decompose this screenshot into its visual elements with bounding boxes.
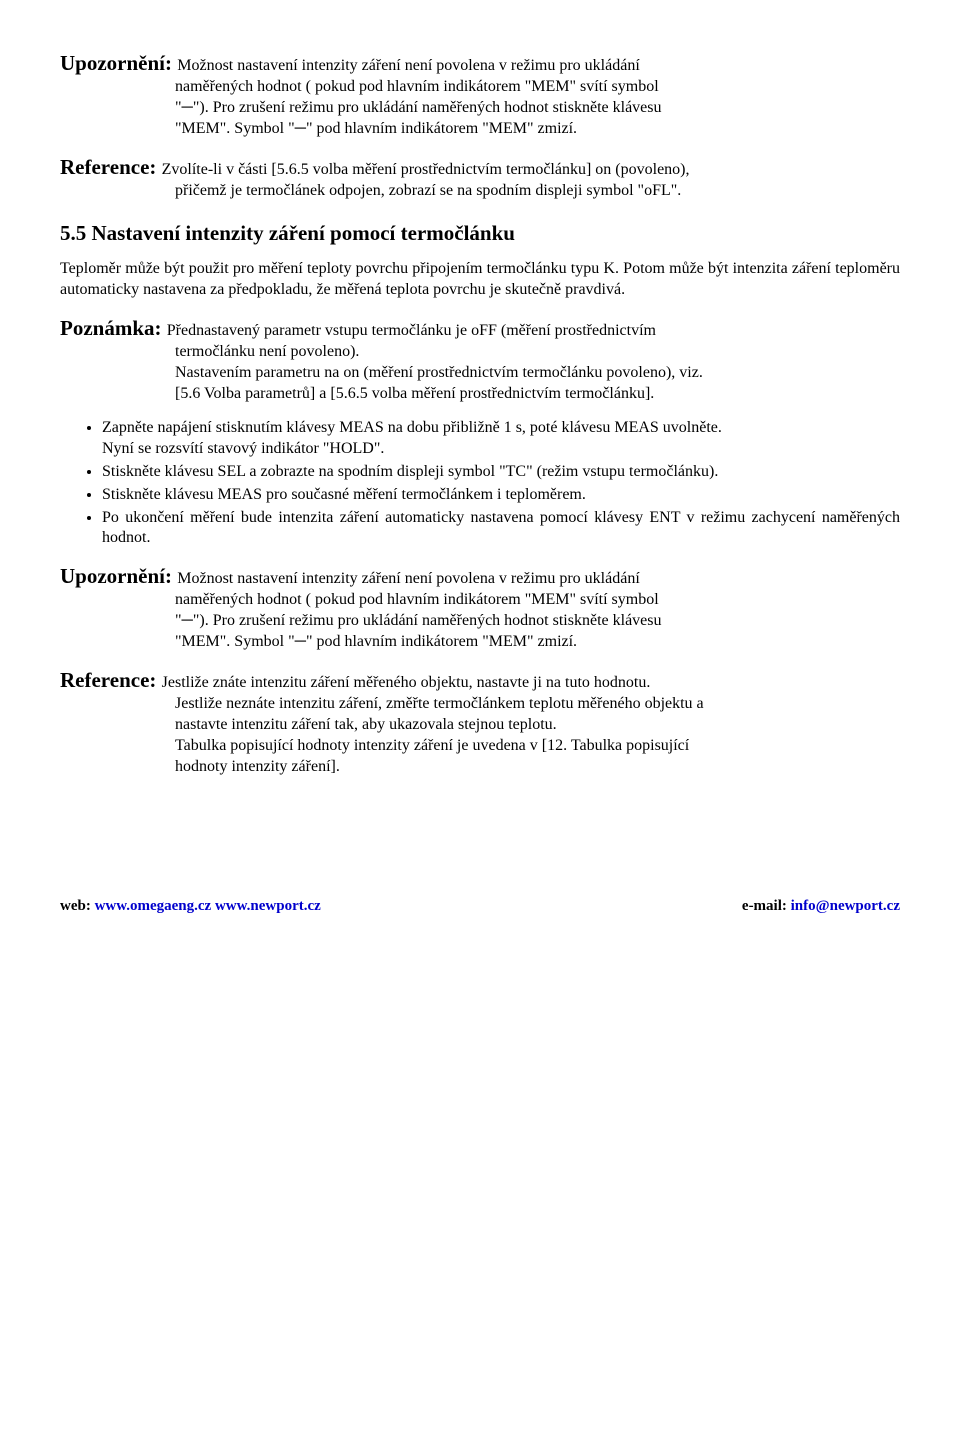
reference-2-label: Reference: bbox=[60, 668, 162, 692]
footer-url-1[interactable]: www.omegaeng.cz bbox=[95, 898, 212, 914]
warning-2-line4: "MEM". Symbol "─" pod hlavním indikátore… bbox=[175, 633, 577, 650]
warning-2-line2: naměřených hodnot ( pokud pod hlavním in… bbox=[175, 591, 659, 608]
warning-1: Upozornění: Možnost nastavení intenzity … bbox=[60, 50, 900, 140]
list-item: Stiskněte klávesu MEAS pro současné měře… bbox=[102, 485, 900, 506]
reference-1-line1: Zvolíte-li v části [5.6.5 volba měření p… bbox=[162, 161, 690, 178]
footer-right: e-mail: info@newport.cz bbox=[742, 897, 900, 917]
reference-2-line1: Jestliže znáte intenzitu záření měřeného… bbox=[162, 674, 651, 691]
note-line4: [5.6 Volba parametrů] a [5.6.5 volba měř… bbox=[175, 385, 654, 402]
section-paragraph: Teploměr může být použit pro měření tepl… bbox=[60, 259, 900, 301]
warning-1-line4: "MEM". Symbol "─" pod hlavním indikátore… bbox=[175, 120, 577, 137]
warning-2-line3: "─"). Pro zrušení režimu pro ukládání na… bbox=[175, 612, 662, 629]
bullet-1b: Nyní se rozsvítí stavový indikátor "HOLD… bbox=[102, 440, 384, 457]
note-line2: termočlánku není povoleno). bbox=[175, 343, 359, 360]
warning-1-line2: naměřených hodnot ( pokud pod hlavním in… bbox=[175, 78, 659, 95]
warning-1-label: Upozornění: bbox=[60, 51, 177, 75]
footer-web-label: web: bbox=[60, 898, 95, 914]
note-line3: Nastavením parametru na on (měření prost… bbox=[175, 364, 703, 381]
list-item: Po ukončení měření bude intenzita záření… bbox=[102, 508, 900, 550]
reference-2-line2: Jestliže neznáte intenzitu záření, změřt… bbox=[175, 695, 704, 712]
reference-1-line2: přičemž je termočlánek odpojen, zobrazí … bbox=[175, 182, 681, 199]
reference-1: Reference: Zvolíte-li v části [5.6.5 vol… bbox=[60, 154, 900, 202]
warning-1-line1: Možnost nastavení intenzity záření není … bbox=[177, 57, 640, 74]
warning-2-label: Upozornění: bbox=[60, 564, 177, 588]
reference-2-line5: hodnoty intenzity záření]. bbox=[175, 758, 340, 775]
section-heading: 5.5 Nastavení intenzity záření pomocí te… bbox=[60, 220, 900, 247]
footer-url-2[interactable]: www.newport.cz bbox=[215, 898, 321, 914]
reference-2: Reference: Jestliže znáte intenzitu záře… bbox=[60, 667, 900, 777]
footer-email[interactable]: info@newport.cz bbox=[791, 898, 900, 914]
warning-2: Upozornění: Možnost nastavení intenzity … bbox=[60, 563, 900, 653]
reference-2-line4: Tabulka popisující hodnoty intenzity zář… bbox=[175, 737, 689, 754]
footer-left: web: www.omegaeng.cz www.newport.cz bbox=[60, 897, 321, 917]
warning-2-line1: Možnost nastavení intenzity záření není … bbox=[177, 570, 640, 587]
reference-1-label: Reference: bbox=[60, 155, 162, 179]
footer-email-label: e-mail: bbox=[742, 898, 791, 914]
instruction-list: Zapněte napájení stisknutím klávesy MEAS… bbox=[60, 418, 900, 549]
list-item: Stiskněte klávesu SEL a zobrazte na spod… bbox=[102, 462, 900, 483]
note-block: Poznámka: Přednastavený parametr vstupu … bbox=[60, 315, 900, 405]
list-item: Zapněte napájení stisknutím klávesy MEAS… bbox=[102, 418, 900, 460]
note-line1: Přednastavený parametr vstupu termočlánk… bbox=[167, 322, 656, 339]
bullet-1a: Zapněte napájení stisknutím klávesy MEAS… bbox=[102, 419, 722, 436]
reference-2-line3: nastavte intenzitu záření tak, aby ukazo… bbox=[175, 716, 557, 733]
page-footer: web: www.omegaeng.cz www.newport.cz e-ma… bbox=[60, 897, 900, 917]
note-label: Poznámka: bbox=[60, 316, 167, 340]
warning-1-line3: "─"). Pro zrušení režimu pro ukládání na… bbox=[175, 99, 662, 116]
